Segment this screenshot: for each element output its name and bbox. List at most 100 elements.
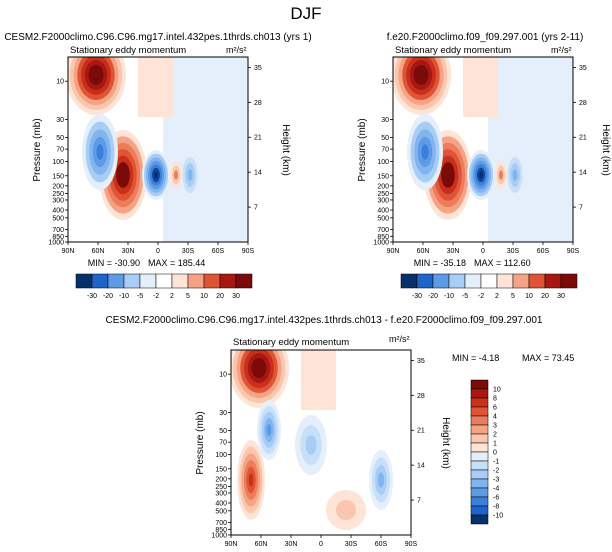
panel-1-colorbar-label: 30 <box>232 293 240 300</box>
panel-2-ytick-label: 400 <box>377 208 389 215</box>
panel-1-colorbar-label: 10 <box>200 293 208 300</box>
panel-2-xtick-label: 90S <box>567 248 580 255</box>
panel-3-ylabel-right: Height (km) <box>440 417 451 469</box>
panel-1-height-tick-label: 21 <box>254 135 262 142</box>
panel-3-ytick-label: 300 <box>215 490 227 497</box>
panel-1-ytick-label: 30 <box>56 117 64 124</box>
panel-1-colorbar-label: -30 <box>87 293 97 300</box>
panel-2-colorbar-label: 10 <box>525 293 533 300</box>
panel-3-colorbar-box <box>470 442 489 453</box>
panel-3-height-tick-label: 35 <box>417 358 425 365</box>
panel-1-colorbar-label: -20 <box>103 293 113 300</box>
panel-3-axes: 90N 60N 30N 0 30S 60S 90S103050701001502002503… <box>211 358 425 548</box>
panel-3-colorbar-label: -8 <box>493 504 499 511</box>
panel-3-ytick-label: 250 <box>215 484 227 491</box>
panel-2-xtick-label: 60N <box>417 248 430 255</box>
panel-3-colorbar-box <box>470 388 489 399</box>
panel-2-ytick-label: 50 <box>381 135 389 142</box>
panel-1-ylabel-right: Height (km) <box>280 124 291 176</box>
panel-3-colorbar-box <box>470 505 489 516</box>
panel-3-ytick-label: 100 <box>215 452 227 459</box>
panel-1-colorbar-box <box>75 273 93 289</box>
panel-2-colorbar-box <box>432 273 450 289</box>
panel-3-colorbar-label: -2 <box>493 468 499 475</box>
panel-1-colorbar-box <box>171 273 189 289</box>
panel-2-ylabel: Pressure (mb) <box>357 118 368 181</box>
panel-1-colorbar-box <box>155 273 173 289</box>
panel-1-height-tick-label: 35 <box>254 65 262 72</box>
panel-2-colorbar-box <box>560 273 578 289</box>
panel-1-ytick-label: 1000 <box>48 240 64 247</box>
panel-3-colorbar-box <box>470 514 489 525</box>
panel-1-ytick-label: 500 <box>52 215 64 222</box>
panel-1-colorbar-label: 5 <box>186 293 190 300</box>
panel-2-colorbar-label: -5 <box>462 293 468 300</box>
panel-1-ytick-label: 70 <box>56 147 64 154</box>
panel-2-min-label: MIN = -35.18 <box>414 258 466 268</box>
panel-3-xtick-label: 90N <box>225 541 238 547</box>
panel-2-ytick-label: 30 <box>381 117 389 124</box>
panel-2-colorbar-label: -20 <box>428 293 438 300</box>
panel-3-south-pos-level-1 <box>336 500 356 520</box>
panel-3-ytick-label: 50 <box>219 428 227 435</box>
panel-3-colorbar-label: -4 <box>493 486 499 493</box>
panel-1-height-tick-label: 28 <box>254 100 262 107</box>
panel-3-height-tick-label: 28 <box>417 393 425 400</box>
panel-2-colorbar: -30 -20 -10 -5 -2 2 5 10 20 30 <box>400 273 578 300</box>
panel-3-xtick-label: 30N <box>285 541 298 547</box>
panel-2-ytick-label: 200 <box>377 183 389 190</box>
panel-1-colorbar: -30 -20 -10 -5 -2 2 5 10 20 30 <box>75 273 253 300</box>
panel-3-height-tick-label: 14 <box>417 463 425 470</box>
panel-3-equat-neg-level-2 <box>305 435 317 455</box>
panel-2-xtick-label: 30S <box>507 248 520 255</box>
panel-3-colorbar-box <box>470 397 489 408</box>
panel-1-bg-tint-south <box>163 57 248 242</box>
panel-3-colorbar-label: 0 <box>493 450 497 457</box>
panel-1-xtick-label: 90N <box>62 248 75 255</box>
panel-1-ytick-label: 300 <box>52 197 64 204</box>
panel-3-xtick-label: 90S <box>405 541 418 547</box>
panel-3-colorbar-label: 8 <box>493 396 497 403</box>
panel-2-colorbar-box <box>464 273 482 289</box>
panel-2-subtitle: Stationary eddy momentum <box>395 45 511 56</box>
panel-2-ytick-label: 250 <box>377 191 389 198</box>
panel-1-min-label: MIN = -30.90 <box>88 258 140 268</box>
panel-1-height-tick-label: 14 <box>254 170 262 177</box>
panel-2-subtrop-pos-level-6 <box>444 168 452 182</box>
panel-3-colorbar-box <box>470 406 489 417</box>
panel-1-colorbar-box <box>139 273 157 289</box>
panel-3-colorbar-box <box>470 379 489 390</box>
panel-1-xtick-label: 90S <box>242 248 255 255</box>
panel-3-max-label: MAX = 73.45 <box>522 353 574 363</box>
panel-3-colorbar-box <box>470 478 489 489</box>
panel-2-colorbar-label: -10 <box>444 293 454 300</box>
panel-1-ytick-label: 250 <box>52 191 64 198</box>
panel-1-colorbar-label: 20 <box>216 293 224 300</box>
panel-3-ytick-label: 400 <box>215 501 227 508</box>
panel-3-ytick-label: 30 <box>219 410 227 417</box>
panel-3: CESM2.F2000climo.C96.C96.mg17.intel.432p… <box>106 315 575 548</box>
panel-3-trop-pos-level-5 <box>248 473 254 487</box>
panel-2-ytick-label: 100 <box>377 159 389 166</box>
panel-2-colorbar-label: 2 <box>495 293 499 300</box>
panel-2-strat-max-level-7 <box>417 70 425 80</box>
panel-3-ytick-label: 150 <box>215 466 227 473</box>
panel-3-height-tick-label: 7 <box>417 498 421 505</box>
panel-2-hilat-neg-level-4 <box>421 144 429 160</box>
panel-3-colorbar-label: 1 <box>493 441 497 448</box>
panel-1-ytick-label: 400 <box>52 208 64 215</box>
panel-1-colorbar-label: 2 <box>170 293 174 300</box>
panel-2-south-pos-level-2 <box>499 170 503 180</box>
panel-2-ytick-label: 500 <box>377 215 389 222</box>
panel-2-height-tick-label: 35 <box>579 65 587 72</box>
panel-2-colorbar-box <box>480 273 498 289</box>
panel-3-colorbar-label: 6 <box>493 405 497 412</box>
panel-2-ytick-label: 850 <box>377 234 389 241</box>
panel-2-xtick-label: 30N <box>447 248 460 255</box>
panel-3-colorbar-box <box>470 451 489 462</box>
panel-3-colorbar-label: -6 <box>493 495 499 502</box>
panel-1-ytick-label: 50 <box>56 135 64 142</box>
panel-2-colorbar-box <box>544 273 562 289</box>
panel-3-xtick-label: 30S <box>345 541 358 547</box>
panel-1-colorbar-box <box>219 273 237 289</box>
